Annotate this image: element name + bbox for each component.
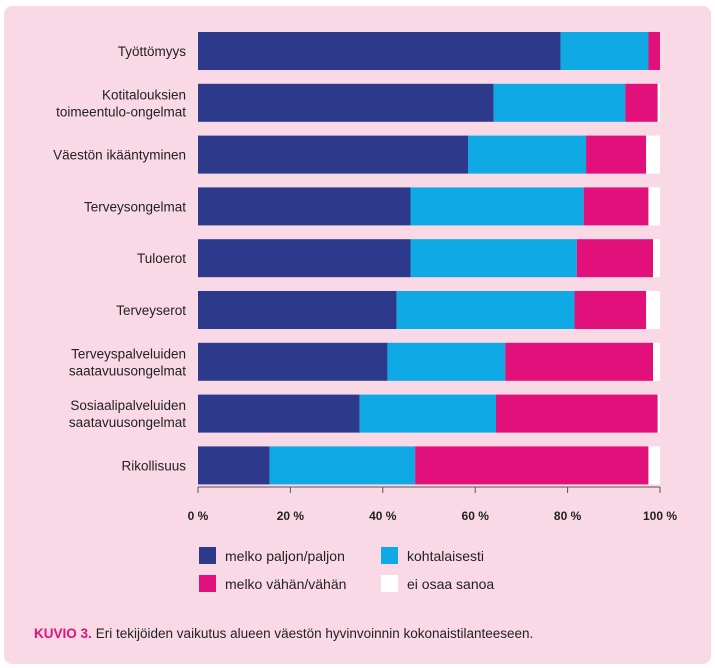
legend-swatch-series-3 [381, 575, 398, 592]
category-label-4: Tuloerot [137, 251, 186, 266]
bar-segment-row7-series0 [198, 394, 360, 433]
bar-segment-row2-series2 [586, 135, 647, 174]
bar-segment-row3-series0 [198, 187, 411, 226]
legend-label-series-2: melko vähän/vähän [225, 575, 347, 592]
category-label-3-line-0: Terveysongelmat [84, 199, 186, 214]
x-axis: 0 % 20 % 40 % 60 % 80 % 100 % [188, 486, 677, 523]
category-label-2: Väestön ikääntyminen [53, 148, 186, 163]
bars-group [198, 32, 660, 485]
category-label-8: Rikollisuus [121, 458, 186, 473]
category-label-5-line-0: Terveyserot [116, 303, 186, 318]
bar-segment-row3-series1 [410, 187, 584, 226]
bar-segment-row3-series3 [648, 187, 660, 226]
bar-segment-row8-series2 [415, 446, 649, 485]
caption-text: Eri tekijöiden vaikutus alueen väestön h… [95, 626, 534, 641]
category-label-1: Kotitalouksien toimeentulo-ongelmat [56, 87, 186, 119]
category-label-1-line-1: toimeentulo-ongelmat [56, 104, 186, 119]
bar-segment-row4-series1 [410, 239, 577, 278]
bar-segment-row8-series3 [648, 446, 660, 485]
bar-segment-row2-series3 [646, 135, 660, 174]
x-tick-label-2: 40 % [369, 509, 397, 523]
category-label-5: Terveyserot [116, 303, 186, 318]
bar-segment-row0-series2 [648, 32, 660, 70]
x-tick-label-3: 60 % [462, 509, 490, 523]
category-label-4-line-0: Tuloerot [137, 251, 186, 266]
legend-item-series-3: ei osaa sanoa [381, 575, 494, 592]
bar-segment-row3-series2 [583, 187, 649, 226]
caption-prefix: KUVIO 3. [34, 626, 92, 641]
bar-segment-row1-series0 [198, 83, 494, 122]
bar-segment-row8-series1 [269, 446, 416, 485]
bar-segment-row8-series0 [198, 446, 270, 485]
legend-swatch-series-1 [381, 547, 398, 564]
category-label-1-line-0: Kotitalouksien [102, 87, 186, 102]
bar-segment-row6-series3 [653, 342, 660, 381]
legend-item-series-2: melko vähän/vähän [199, 575, 346, 592]
bar-segment-row0-series1 [560, 32, 649, 70]
bar-segment-row4-series3 [653, 239, 660, 278]
bar-segment-row2-series0 [198, 135, 469, 174]
category-label-7: Sosiaalipalveluiden saatavuusongelmat [69, 398, 186, 430]
legend-item-series-0: melko paljon/paljon [199, 547, 345, 564]
legend-label-series-0: melko paljon/paljon [225, 547, 345, 564]
category-label-0: Työttömyys [118, 44, 187, 59]
bar-segment-row7-series2 [495, 394, 658, 433]
bar-segment-row6-series1 [387, 342, 506, 381]
bar-segment-row5-series3 [646, 291, 660, 329]
figure-caption: KUVIO 3. Eri tekijöiden vaikutus alueen v… [34, 626, 533, 641]
category-label-8-line-0: Rikollisuus [121, 458, 186, 473]
category-labels: Työttömyys Kotitalouksien toimeentulo-onge… [53, 44, 186, 473]
bar-segment-row1-series2 [625, 83, 658, 122]
bar-segment-row6-series0 [198, 342, 388, 381]
legend-swatch-series-2 [199, 575, 216, 592]
category-label-0-line-0: Työttömyys [118, 44, 187, 59]
bar-segment-row5-series1 [396, 291, 575, 329]
category-label-7-line-0: Sosiaalipalveluiden [70, 398, 186, 413]
bar-segment-row2-series1 [468, 135, 587, 174]
legend-swatch-series-0 [199, 547, 216, 564]
x-tick-label-4: 80 % [554, 509, 582, 523]
category-label-3: Terveysongelmat [84, 199, 186, 214]
bar-segment-row1-series3 [657, 83, 660, 122]
legend-item-series-1: kohtalaisesti [381, 547, 484, 564]
bar-segment-row1-series1 [493, 83, 626, 122]
legend-label-series-1: kohtalaisesti [407, 547, 485, 564]
bar-segment-row4-series0 [198, 239, 411, 278]
bar-segment-row4-series2 [576, 239, 654, 278]
bar-segment-row7-series1 [359, 394, 496, 433]
bar-segment-row0-series0 [198, 32, 561, 70]
bar-segment-row5-series0 [198, 291, 397, 329]
category-label-2-line-0: Väestön ikääntyminen [53, 148, 186, 163]
x-tick-label-1: 20 % [277, 509, 305, 523]
category-label-6: Terveyspalveluiden saatavuusongelmat [69, 346, 186, 378]
category-label-7-line-1: saatavuusongelmat [69, 415, 186, 430]
category-label-6-line-1: saatavuusongelmat [69, 363, 186, 378]
bar-segment-row5-series2 [574, 291, 647, 329]
bar-segment-row6-series2 [505, 342, 654, 381]
x-tick-label-5: 100 % [643, 509, 677, 523]
x-tick-label-0: 0 % [188, 509, 209, 523]
category-label-6-line-0: Terveyspalveluiden [71, 346, 186, 361]
legend-label-series-3: ei osaa sanoa [407, 575, 495, 592]
bar-segment-row7-series3 [657, 394, 660, 433]
